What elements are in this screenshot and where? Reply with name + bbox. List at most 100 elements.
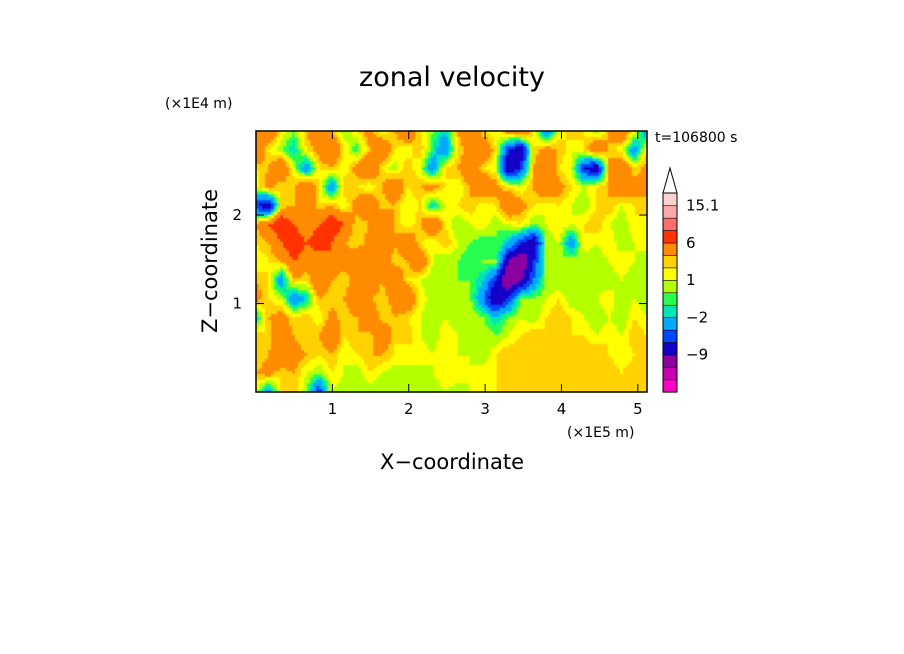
field-cell bbox=[376, 143, 380, 147]
field-cell bbox=[325, 134, 329, 138]
field-cell bbox=[373, 155, 377, 159]
field-cell bbox=[598, 179, 603, 183]
field-cell bbox=[565, 149, 570, 153]
field-cell bbox=[619, 146, 624, 150]
field-cell bbox=[313, 185, 317, 189]
field-cell bbox=[451, 182, 456, 186]
field-cell bbox=[394, 131, 398, 135]
field-cell bbox=[343, 149, 347, 153]
field-cell bbox=[622, 179, 627, 183]
field-cell bbox=[463, 176, 468, 180]
field-cell bbox=[550, 179, 555, 183]
field-cell bbox=[457, 140, 462, 144]
field-cell bbox=[586, 137, 591, 141]
field-cell bbox=[502, 149, 507, 153]
field-cell bbox=[292, 161, 296, 165]
field-cell bbox=[517, 176, 522, 180]
field-cell bbox=[421, 185, 426, 189]
field-cell bbox=[637, 146, 642, 150]
field-cell bbox=[523, 173, 528, 177]
field-cell bbox=[451, 146, 456, 150]
field-cell bbox=[451, 137, 456, 141]
field-cell bbox=[592, 182, 597, 186]
field-cell bbox=[289, 152, 293, 156]
field-cell bbox=[343, 161, 347, 165]
field-cell bbox=[472, 191, 477, 195]
field-cell bbox=[403, 185, 407, 189]
field-cell bbox=[622, 131, 627, 135]
field-cell bbox=[283, 143, 287, 147]
field-cell bbox=[376, 152, 380, 156]
field-cell bbox=[499, 134, 504, 138]
field-cell bbox=[508, 161, 513, 165]
field-cell bbox=[406, 167, 410, 171]
field-cell bbox=[355, 164, 359, 168]
field-cell bbox=[259, 161, 263, 165]
field-cell bbox=[385, 155, 389, 159]
field-cell bbox=[430, 188, 435, 192]
field-cell bbox=[493, 185, 498, 189]
field-cell bbox=[295, 185, 299, 189]
field-cell bbox=[442, 191, 447, 195]
field-cell bbox=[463, 167, 468, 171]
field-cell bbox=[262, 143, 266, 147]
field-cell bbox=[349, 134, 353, 138]
field-cell bbox=[607, 155, 612, 159]
field-cell bbox=[340, 161, 344, 165]
field-cell bbox=[334, 161, 338, 165]
field-cell bbox=[559, 152, 564, 156]
field-cell bbox=[262, 188, 266, 192]
field-cell bbox=[415, 179, 420, 183]
field-cell bbox=[490, 167, 495, 171]
field-cell bbox=[265, 176, 269, 180]
field-cell bbox=[613, 158, 618, 162]
field-cell bbox=[268, 149, 272, 153]
field-cell bbox=[514, 161, 519, 165]
field-cell bbox=[361, 140, 365, 144]
field-cell bbox=[442, 137, 447, 141]
field-cell bbox=[499, 176, 504, 180]
field-cell bbox=[583, 131, 588, 135]
field-cell bbox=[280, 176, 284, 180]
field-cell bbox=[475, 182, 480, 186]
field-cell bbox=[511, 158, 516, 162]
field-cell bbox=[481, 170, 486, 174]
field-cell bbox=[364, 176, 368, 180]
field-cell bbox=[466, 164, 471, 168]
field-cell bbox=[289, 173, 293, 177]
field-cell bbox=[460, 146, 465, 150]
field-cell bbox=[397, 188, 401, 192]
field-cell bbox=[307, 173, 311, 177]
field-cell bbox=[499, 137, 504, 141]
field-cell bbox=[481, 191, 486, 195]
field-cell bbox=[262, 155, 266, 159]
field-cell bbox=[340, 164, 344, 168]
field-cell bbox=[280, 170, 284, 174]
field-cell bbox=[625, 143, 630, 147]
field-cell bbox=[358, 179, 362, 183]
field-cell bbox=[535, 164, 540, 168]
field-cell bbox=[544, 131, 549, 135]
field-cell bbox=[469, 188, 474, 192]
field-cell bbox=[289, 185, 293, 189]
field-cell bbox=[604, 173, 609, 177]
field-cell bbox=[448, 143, 453, 147]
field-cell bbox=[376, 149, 380, 153]
field-cell bbox=[604, 158, 609, 162]
field-cell bbox=[433, 173, 438, 177]
field-cell bbox=[514, 170, 519, 174]
field-cell bbox=[622, 188, 627, 192]
field-cell bbox=[634, 140, 639, 144]
field-cell bbox=[628, 176, 633, 180]
field-cell bbox=[469, 134, 474, 138]
field-cell bbox=[268, 170, 272, 174]
field-cell bbox=[478, 155, 483, 159]
field-cell bbox=[265, 188, 269, 192]
field-cell bbox=[373, 164, 377, 168]
field-cell bbox=[511, 179, 516, 183]
field-cell bbox=[418, 152, 423, 156]
field-cell bbox=[307, 170, 311, 174]
field-cell bbox=[631, 164, 636, 168]
field-cell bbox=[505, 149, 510, 153]
field-cell bbox=[346, 188, 350, 192]
